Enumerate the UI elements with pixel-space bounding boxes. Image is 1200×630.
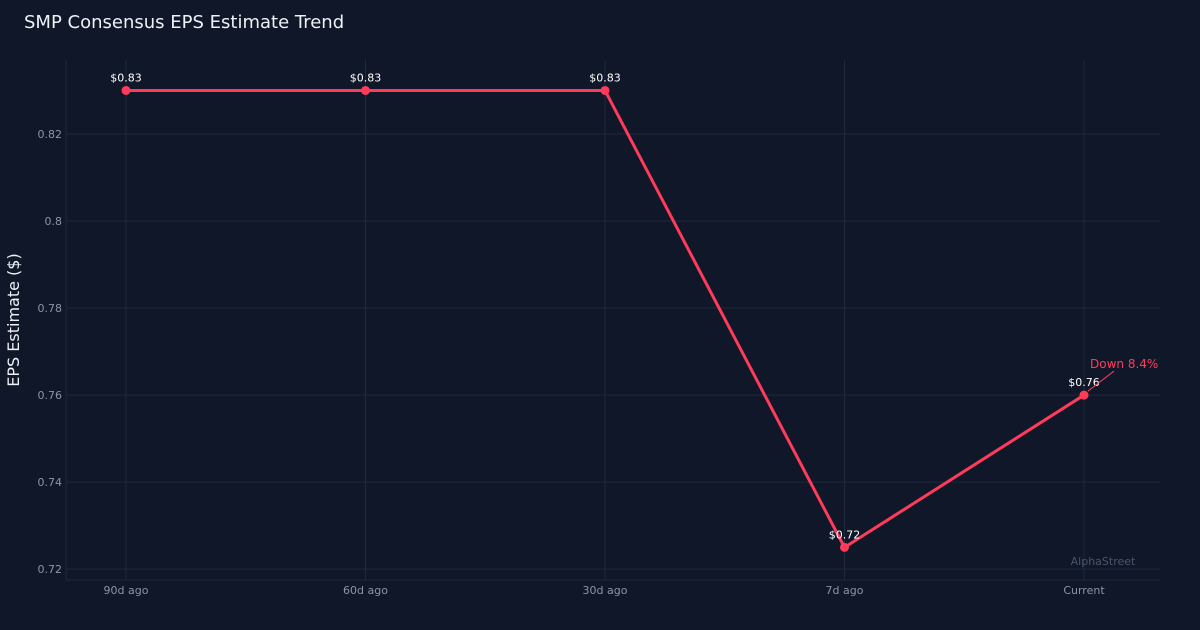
annotation-leader-line — [1087, 370, 1115, 392]
change-annotation: Down 8.4% — [1087, 357, 1158, 392]
data-label: $0.76 — [1068, 376, 1100, 389]
data-point — [600, 85, 610, 95]
x-tick-label: 7d ago — [826, 584, 864, 597]
x-tick-label: Current — [1063, 584, 1105, 597]
y-tick-label: 0.74 — [38, 476, 63, 489]
data-label: $0.83 — [589, 71, 621, 84]
data-label: $0.83 — [350, 71, 382, 84]
x-tick-label: 90d ago — [104, 584, 149, 597]
y-tick-label: 0.78 — [38, 302, 63, 315]
x-tick-label: 60d ago — [343, 584, 388, 597]
y-axis-title: EPS Estimate ($) — [4, 253, 23, 386]
eps-series — [121, 85, 1089, 552]
data-point — [121, 85, 131, 95]
y-tick-label: 0.72 — [38, 563, 63, 576]
data-point — [840, 542, 849, 552]
annotation-label: Down 8.4% — [1090, 357, 1158, 371]
watermark: AlphaStreet — [1071, 555, 1136, 568]
data-labels: $0.83 $0.83 $0.83 $0.72 $0.76 — [110, 71, 1100, 541]
y-tick-label: 0.76 — [38, 389, 63, 402]
data-point — [361, 85, 370, 95]
y-tick-label: 0.82 — [38, 128, 63, 141]
grid-lines — [66, 60, 1160, 580]
data-label: $0.72 — [829, 528, 861, 541]
axes: 90d ago 60d ago 30d ago 7d ago Current 0.72 0.… — [38, 60, 1160, 597]
x-tick-label: 30d ago — [583, 584, 628, 597]
y-tick-label: 0.8 — [45, 215, 63, 228]
chart-title: SMP Consensus EPS Estimate Trend — [24, 12, 345, 33]
data-point — [1079, 390, 1089, 400]
data-label: $0.83 — [110, 71, 142, 84]
